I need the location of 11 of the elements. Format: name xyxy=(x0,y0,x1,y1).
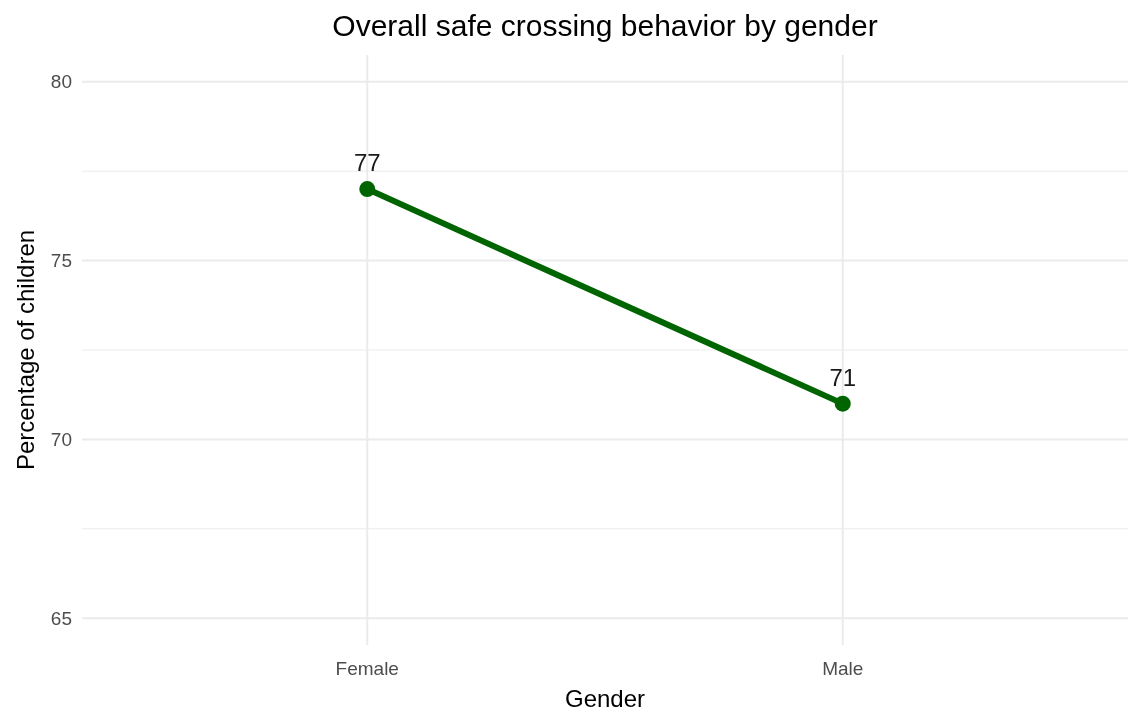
y-tick-label: 75 xyxy=(50,250,72,272)
y-axis-title: Percentage of children xyxy=(12,229,39,471)
x-tick-label: Female xyxy=(335,658,399,679)
y-tick-label: 70 xyxy=(50,429,72,451)
chart-title: Overall safe crossing behavior by gender xyxy=(332,9,878,42)
data-label: 71 xyxy=(829,363,857,391)
x-axis-title: Gender xyxy=(564,685,646,712)
data-label: 77 xyxy=(353,149,381,177)
y-tick-label: 65 xyxy=(50,607,72,629)
x-tick-label: Male xyxy=(822,658,864,679)
y-tick-label: 80 xyxy=(50,71,72,93)
